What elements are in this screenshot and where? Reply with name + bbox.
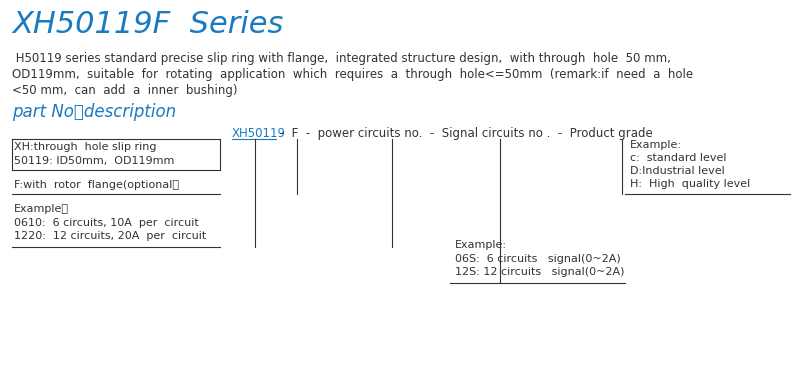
Text: -  F  -  power circuits no.  -  Signal circuits no .  -  Product grade: - F - power circuits no. - Signal circui… — [276, 127, 653, 140]
Text: Example:: Example: — [630, 140, 682, 150]
Text: part No．description: part No．description — [12, 103, 176, 121]
Text: Example:: Example: — [455, 240, 507, 250]
Text: Example：: Example： — [14, 204, 69, 214]
Text: F:with  rotor  flange(optional）: F:with rotor flange(optional） — [14, 180, 179, 190]
Text: D:Industrial level: D:Industrial level — [630, 166, 725, 176]
Text: XH50119: XH50119 — [232, 127, 286, 140]
Text: H50119 series standard precise slip ring with flange,  integrated structure desi: H50119 series standard precise slip ring… — [12, 52, 671, 65]
Text: <50 mm,  can  add  a  inner  bushing): <50 mm, can add a inner bushing) — [12, 84, 238, 97]
Text: 1220:  12 circuits, 20A  per  circuit: 1220: 12 circuits, 20A per circuit — [14, 231, 206, 241]
Text: H:  High  quality level: H: High quality level — [630, 179, 750, 189]
Text: OD119mm,  suitable  for  rotating  application  which  requires  a  through  hol: OD119mm, suitable for rotating applicati… — [12, 68, 693, 81]
Text: XH50119F  Series: XH50119F Series — [12, 10, 283, 39]
Text: XH:through  hole slip ring: XH:through hole slip ring — [14, 142, 157, 152]
Text: 50119: ID50mm,  OD119mm: 50119: ID50mm, OD119mm — [14, 156, 174, 166]
Text: 12S: 12 circuits   signal(0~2A): 12S: 12 circuits signal(0~2A) — [455, 267, 625, 277]
Text: 06S:  6 circuits   signal(0~2A): 06S: 6 circuits signal(0~2A) — [455, 254, 621, 264]
Text: 0610:  6 circuits, 10A  per  circuit: 0610: 6 circuits, 10A per circuit — [14, 218, 198, 228]
Text: c:  standard level: c: standard level — [630, 153, 726, 163]
